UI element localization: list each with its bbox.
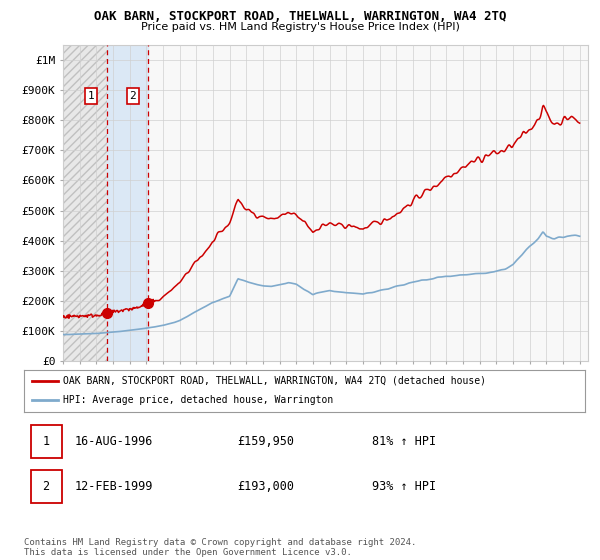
Text: £159,950: £159,950 [237,435,294,448]
Text: OAK BARN, STOCKPORT ROAD, THELWALL, WARRINGTON, WA4 2TQ (detached house): OAK BARN, STOCKPORT ROAD, THELWALL, WARR… [63,376,486,386]
Text: 2: 2 [43,480,49,493]
Bar [31,470,62,503]
Bar [107,45,148,361]
Text: 2: 2 [130,91,136,101]
Bar [63,45,107,361]
Text: 12-FEB-1999: 12-FEB-1999 [74,480,153,493]
Bar [63,45,107,361]
Text: Price paid vs. HM Land Registry's House Price Index (HPI): Price paid vs. HM Land Registry's House … [140,22,460,32]
Text: OAK BARN, STOCKPORT ROAD, THELWALL, WARRINGTON, WA4 2TQ: OAK BARN, STOCKPORT ROAD, THELWALL, WARR… [94,10,506,23]
Text: 81% ↑ HPI: 81% ↑ HPI [372,435,436,448]
Text: 93% ↑ HPI: 93% ↑ HPI [372,480,436,493]
Text: HPI: Average price, detached house, Warrington: HPI: Average price, detached house, Warr… [63,395,334,405]
Text: 1: 1 [88,91,95,101]
Text: 16-AUG-1996: 16-AUG-1996 [74,435,153,448]
Text: £193,000: £193,000 [237,480,294,493]
Text: 1: 1 [43,435,49,448]
Text: Contains HM Land Registry data © Crown copyright and database right 2024.
This d: Contains HM Land Registry data © Crown c… [24,538,416,557]
Bar [31,425,62,458]
